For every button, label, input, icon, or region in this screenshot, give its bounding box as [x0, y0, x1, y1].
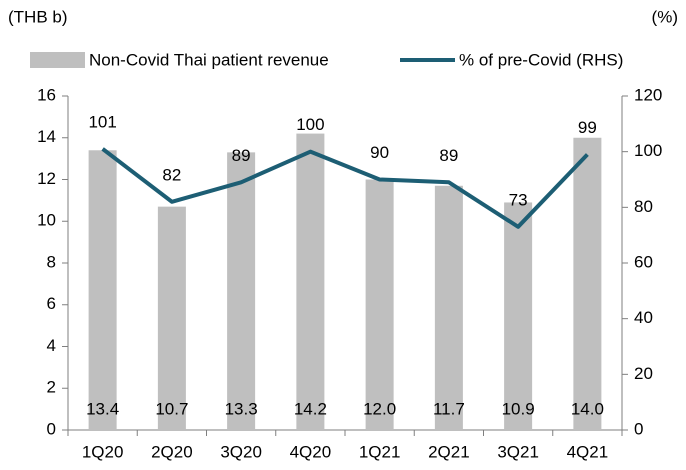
- y-axis-label: (THB b): [8, 7, 68, 26]
- line-value-label: 82: [162, 165, 181, 184]
- x-tick-label: 1Q20: [82, 442, 124, 461]
- bar: [157, 206, 186, 430]
- x-tick-label: 2Q20: [151, 442, 193, 461]
- y-tick-label: 4: [47, 336, 56, 355]
- y2-tick-label: 120: [634, 85, 662, 104]
- bar-value-label: 14.0: [571, 399, 604, 418]
- legend-label: % of pre-Covid (RHS): [459, 50, 623, 69]
- line-value-label: 73: [509, 190, 528, 209]
- bar: [296, 133, 325, 430]
- bar: [365, 179, 394, 430]
- line-value-label: 89: [232, 146, 251, 165]
- y2-tick-label: 80: [634, 197, 653, 216]
- bar: [573, 137, 602, 430]
- line: [101, 147, 589, 229]
- y2-tick-label: 20: [634, 364, 653, 383]
- y-tick-label: 0: [47, 419, 56, 438]
- bar-value-label: 13.3: [225, 399, 258, 418]
- y2-tick-label: 40: [634, 308, 653, 327]
- y-tick-label: 2: [47, 378, 56, 397]
- y-tick-label: 12: [37, 169, 56, 188]
- line-value-label: 99: [578, 118, 597, 137]
- y2-axis-label: (%): [652, 7, 678, 26]
- bar: [227, 152, 256, 431]
- legend-swatch: [30, 52, 85, 68]
- bar-value-label: 10.7: [155, 399, 188, 418]
- y-tick-label: 16: [37, 85, 56, 104]
- bar-value-label: 13.4: [86, 399, 119, 418]
- x-tick-label: 3Q21: [497, 442, 539, 461]
- y2-tick-label: 0: [634, 419, 643, 438]
- x-tick-label: 1Q21: [359, 442, 401, 461]
- bar-value-label: 12.0: [363, 399, 396, 418]
- legend-label: Non-Covid Thai patient revenue: [89, 50, 329, 69]
- bar: [88, 150, 117, 430]
- y-tick-label: 8: [47, 252, 56, 271]
- bar-value-label: 14.2: [294, 399, 327, 418]
- y2-tick-label: 100: [634, 141, 662, 160]
- y-tick-label: 14: [37, 127, 56, 146]
- x-tick-label: 4Q20: [290, 442, 332, 461]
- line-value-label: 100: [296, 115, 324, 134]
- bar: [504, 202, 533, 430]
- y-tick-label: 10: [37, 211, 56, 230]
- line-value-label: 90: [370, 143, 389, 162]
- x-tick-label: 2Q21: [428, 442, 470, 461]
- x-tick-label: 4Q21: [567, 442, 609, 461]
- bar-value-label: 10.9: [502, 399, 535, 418]
- bar-value-label: 11.7: [433, 399, 465, 418]
- line-value-label: 89: [439, 146, 458, 165]
- y-tick-label: 6: [47, 294, 56, 313]
- x-tick-label: 3Q20: [220, 442, 262, 461]
- y2-tick-label: 60: [634, 252, 653, 271]
- line-value-label: 101: [88, 112, 116, 131]
- bar: [434, 185, 463, 430]
